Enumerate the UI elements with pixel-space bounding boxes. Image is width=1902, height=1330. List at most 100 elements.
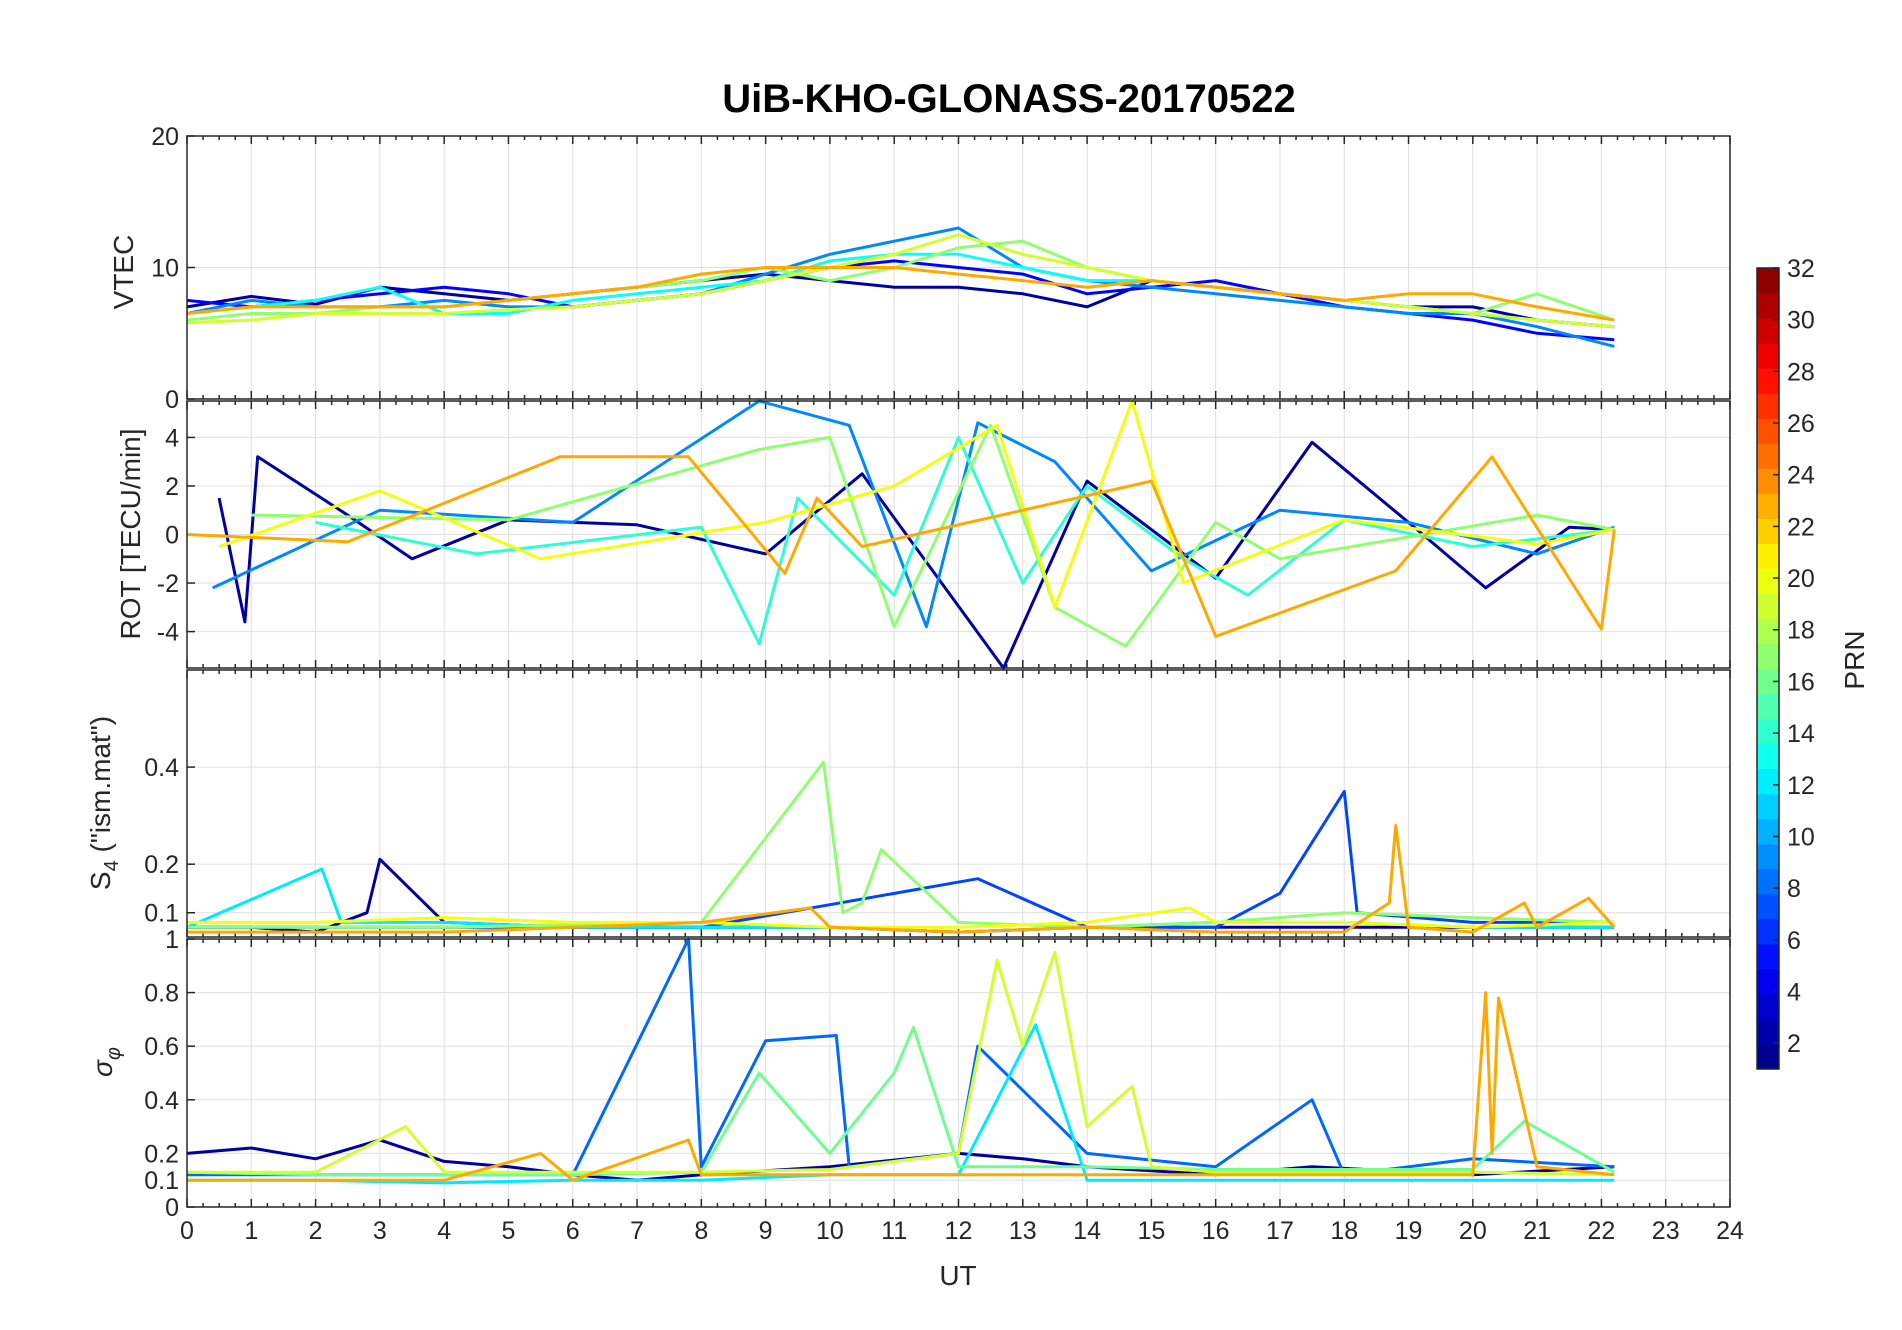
- y-tick-label: 0: [165, 522, 179, 550]
- x-tick-label: 4: [437, 1217, 451, 1245]
- x-tick-label: 1: [244, 1217, 258, 1245]
- x-tick-label: 13: [1009, 1217, 1037, 1245]
- vtec-ylabel: VTEC: [108, 235, 139, 310]
- colorbar-tick-label: 26: [1787, 410, 1815, 438]
- rot-ylabel: ROT [TECU/min]: [115, 428, 146, 639]
- x-tick-label: 11: [881, 1217, 907, 1245]
- chart-title: UiB-KHO-GLONASS-20170522: [722, 77, 1296, 121]
- x-tick-label: 14: [1073, 1217, 1101, 1245]
- series-line-prn-20: [218, 399, 1615, 609]
- x-tick-label: 15: [1137, 1217, 1165, 1245]
- series-line-prn-2: [217, 440, 1615, 670]
- x-tick-label: 3: [373, 1217, 387, 1245]
- colorbar-swatch: [1757, 693, 1779, 720]
- colorbar-swatch: [1757, 768, 1779, 795]
- x-tick-label: 21: [1523, 1217, 1551, 1245]
- colorbar-swatch: [1757, 543, 1779, 569]
- s4-ylabel: S4 ("ism.mat"): [85, 716, 123, 890]
- y-tick-label: 0: [165, 1194, 179, 1222]
- axes-frame: [186, 938, 1731, 1208]
- panel-vtec: VTEC 0 10 20: [108, 123, 1731, 414]
- colorbar-swatch: [1757, 893, 1779, 920]
- y-tick-label: 0.1: [144, 1167, 179, 1195]
- colorbar-swatch: [1757, 993, 1779, 1020]
- y-tick-label: 1: [165, 926, 179, 954]
- y-tick-label: 0.2: [144, 1140, 179, 1168]
- x-tick-label: 22: [1588, 1217, 1616, 1245]
- series-line-prn-23: [186, 266, 1615, 322]
- series-line-prn-17: [187, 760, 1615, 929]
- colorbar-swatch: [1757, 843, 1779, 870]
- colorbar-swatch: [1757, 493, 1779, 519]
- y-tick-label: 0.1: [144, 900, 179, 928]
- y-tick-label: 0.4: [144, 1087, 179, 1115]
- series-line-prn-17: [251, 423, 1615, 648]
- colorbar-swatch: [1757, 368, 1779, 394]
- colorbar-swatch: [1757, 793, 1779, 820]
- y-tick-label: 20: [151, 123, 179, 151]
- colorbar-tick-label: 24: [1787, 462, 1815, 490]
- x-tick-label: 0: [180, 1217, 194, 1245]
- series-line-prn-23: [187, 991, 1615, 1182]
- axes-frame: [186, 400, 1731, 669]
- x-tick-label: 7: [630, 1217, 644, 1245]
- series-line-prn-9: [212, 399, 1615, 629]
- colorbar-frame: [1756, 267, 1780, 1070]
- y-tick-label: 0.6: [144, 1033, 179, 1061]
- panel-rot: ROT [TECU/min] -4 -2 0 2 4: [115, 399, 1731, 670]
- colorbar-tick-label: 8: [1787, 875, 1801, 903]
- colorbar-swatch: [1757, 618, 1779, 645]
- colorbar-swatch: [1757, 1018, 1779, 1045]
- x-tick-label: 8: [694, 1217, 708, 1245]
- sigma-phi-ylabel: σφ: [87, 1047, 125, 1077]
- x-tick-label: 20: [1459, 1217, 1487, 1245]
- colorbar-swatch: [1757, 318, 1779, 344]
- y-tick-label: -2: [157, 570, 179, 598]
- series-line-prn-23: [187, 823, 1616, 934]
- colorbar-swatch: [1757, 918, 1779, 945]
- colorbar-swatch: [1757, 1043, 1779, 1070]
- series-line-prn-9: [186, 226, 1615, 348]
- x-tick-label: 24: [1716, 1217, 1744, 1245]
- colorbar-swatch: [1757, 468, 1779, 494]
- colorbar-swatch: [1757, 343, 1779, 369]
- y-tick-label: -4: [157, 619, 179, 647]
- series-line-prn-16: [186, 1025, 1616, 1177]
- y-tick-label: 0: [165, 386, 179, 414]
- colorbar-swatch: [1757, 718, 1779, 745]
- colorbar-tick-label: 22: [1787, 513, 1815, 541]
- series-line-prn-19: [187, 950, 1615, 1177]
- colorbar-tick-label: 30: [1787, 307, 1815, 335]
- panel-s4: S4 ("ism.mat") 0.1 0.2 0.4: [85, 669, 1731, 938]
- colorbar-tick-label: 14: [1787, 720, 1815, 748]
- series-line-prn-14: [315, 435, 1615, 646]
- series-line-prn-23: [186, 455, 1616, 638]
- colorbar-swatch: [1757, 968, 1779, 995]
- x-tick-label: 16: [1202, 1217, 1230, 1245]
- colorbar-swatch: [1757, 593, 1779, 620]
- colorbar-swatch: [1757, 643, 1779, 670]
- colorbar-swatch: [1757, 818, 1779, 845]
- x-tick-label: 17: [1266, 1217, 1294, 1245]
- x-axis-label: UT: [939, 1260, 976, 1291]
- colorbar-swatch: [1757, 868, 1779, 895]
- colorbar-tick-label: 16: [1787, 668, 1815, 696]
- x-tick-label: 23: [1652, 1217, 1680, 1245]
- colorbar-swatch: [1757, 293, 1779, 319]
- colorbar-tick-label: 4: [1787, 978, 1801, 1006]
- x-tick-label: 2: [309, 1217, 323, 1245]
- x-tick-label: 5: [502, 1217, 516, 1245]
- series-line-prn-5: [186, 259, 1615, 342]
- y-tick-label: 0.4: [144, 754, 179, 782]
- x-tick-label: 19: [1395, 1217, 1423, 1245]
- x-tick-label: 12: [945, 1217, 973, 1245]
- colorbar-swatch: [1757, 268, 1779, 294]
- colorbar-swatch: [1757, 418, 1779, 444]
- colorbar-tick-label: 10: [1787, 823, 1815, 851]
- panel-sigma-phi: σφ 0 1 2 3 4 5 6 7 8 9 10 11 12 13 14 15 16 17 18 19 20 21 22 2…: [87, 926, 1744, 1245]
- colorbar-swatch: [1757, 393, 1779, 419]
- axes-frame: [186, 135, 1731, 400]
- colorbar-swatch: [1757, 943, 1779, 970]
